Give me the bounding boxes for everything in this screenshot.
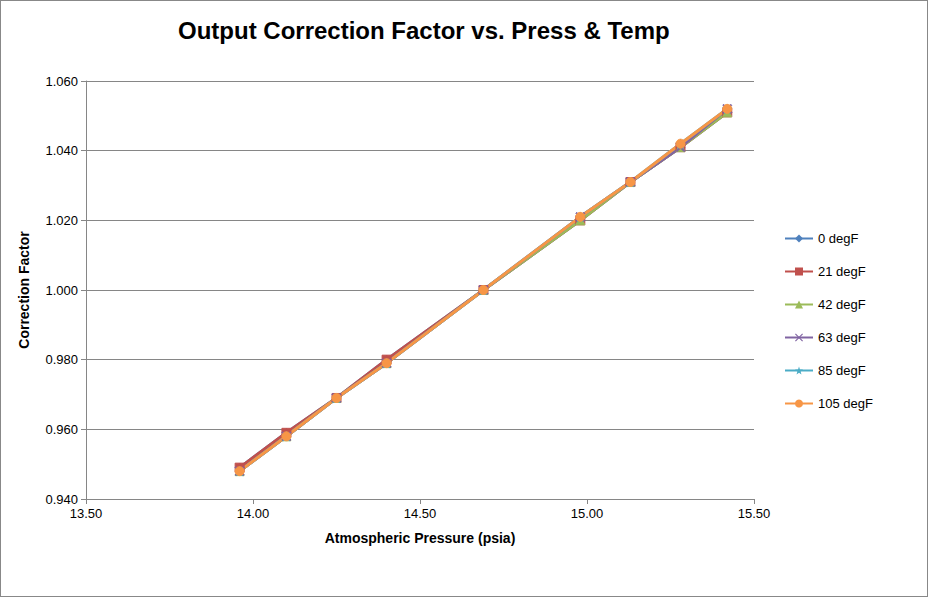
svg-text:21 degF: 21 degF — [818, 264, 866, 279]
svg-text:14.00: 14.00 — [237, 506, 270, 521]
svg-text:0.960: 0.960 — [45, 422, 78, 437]
svg-text:Correction Factor: Correction Factor — [16, 231, 32, 349]
svg-text:0.940: 0.940 — [45, 492, 78, 507]
svg-text:1.020: 1.020 — [45, 213, 78, 228]
svg-text:14.50: 14.50 — [404, 506, 437, 521]
svg-text:Output Correction Factor vs. P: Output Correction Factor vs. Press & Tem… — [178, 17, 670, 44]
svg-text:15.00: 15.00 — [571, 506, 604, 521]
svg-text:42 degF: 42 degF — [818, 297, 866, 312]
svg-text:0.980: 0.980 — [45, 352, 78, 367]
svg-text:15.50: 15.50 — [738, 506, 771, 521]
svg-text:85 degF: 85 degF — [818, 363, 866, 378]
svg-text:1.000: 1.000 — [45, 283, 78, 298]
svg-text:13.50: 13.50 — [70, 506, 103, 521]
svg-text:1.060: 1.060 — [45, 74, 78, 89]
svg-text:1.040: 1.040 — [45, 143, 78, 158]
svg-text:Atmospheric Pressure (psia): Atmospheric Pressure (psia) — [325, 530, 516, 546]
svg-text:63 degF: 63 degF — [818, 330, 866, 345]
svg-text:0 degF: 0 degF — [818, 231, 859, 246]
svg-text:105 degF: 105 degF — [818, 396, 873, 411]
